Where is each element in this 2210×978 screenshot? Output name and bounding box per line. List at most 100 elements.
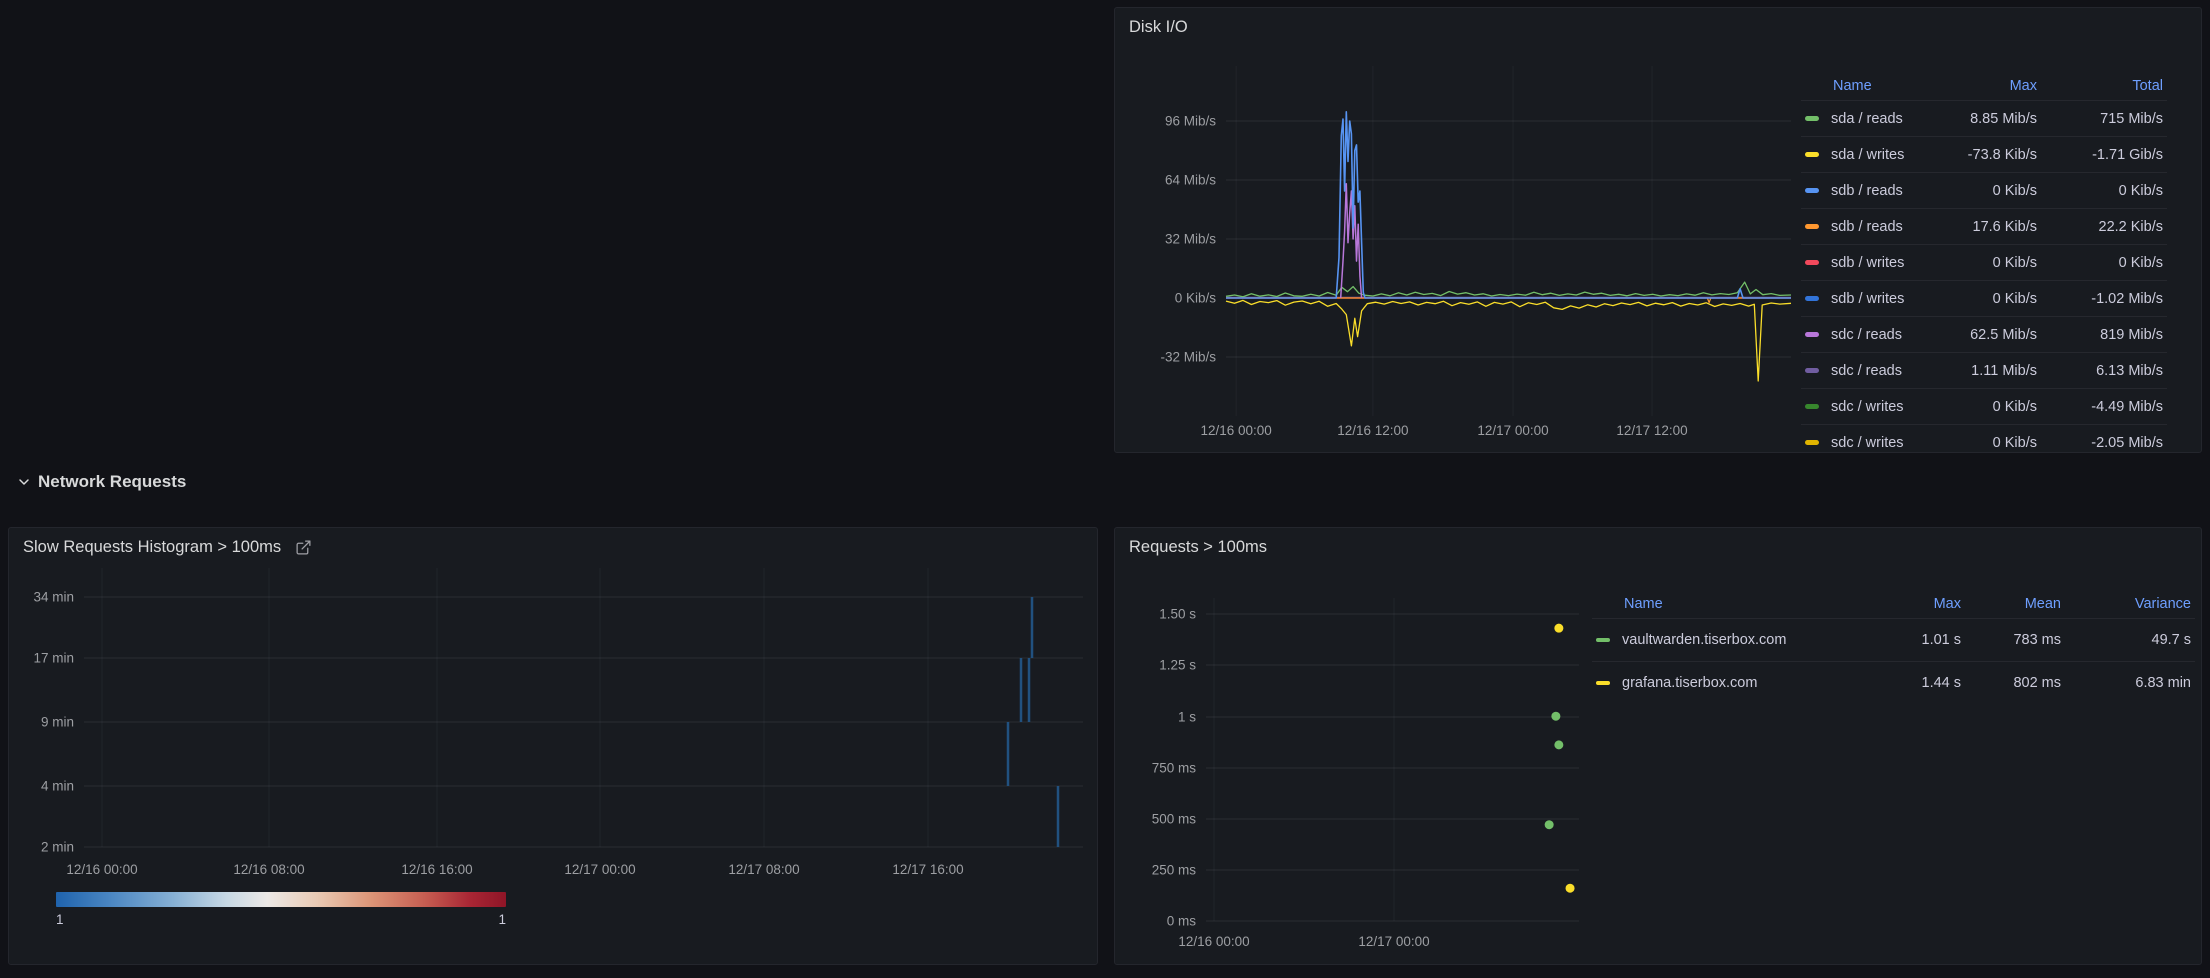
series-name[interactable]: sdb / writes	[1831, 255, 1904, 271]
legend-header-total[interactable]: Total	[2041, 72, 2167, 101]
series-name[interactable]: sdc / reads	[1831, 363, 1902, 379]
external-link-icon[interactable]	[295, 539, 312, 556]
legend-header-variance[interactable]: Variance	[2065, 590, 2195, 619]
panel-disk-io: Disk I/O 12/16 00:00 12/16 12:00 12/17 00:…	[1114, 7, 2202, 453]
panel-title-text: Disk I/O	[1129, 18, 1188, 37]
series-total: 22.2 Kib/s	[2041, 209, 2167, 245]
svg-text:1.25 s: 1.25 s	[1159, 658, 1196, 673]
series-total: -4.49 Mib/s	[2041, 389, 2167, 425]
svg-text:0 Kib/s: 0 Kib/s	[1175, 291, 1217, 306]
dashboard: Disk I/O 12/16 00:00 12/16 12:00 12/17 00:…	[0, 0, 2210, 978]
series-color-swatch	[1805, 116, 1819, 121]
series-name[interactable]: sdb / reads	[1831, 219, 1903, 235]
svg-text:12/17 00:00: 12/17 00:00	[1358, 934, 1429, 949]
series-max: 0 Kib/s	[1941, 173, 2041, 209]
series-color-swatch	[1805, 224, 1819, 229]
svg-text:12/17 00:00: 12/17 00:00	[1477, 423, 1548, 438]
color-scale: 1 1	[56, 892, 506, 927]
panel-slow-requests-histogram: Slow Requests Histogram > 100ms 12/16 00…	[8, 527, 1098, 965]
legend-row[interactable]: sdc / writes 0 Kib/s -2.05 Mib/s	[1801, 425, 2167, 454]
panel-histogram-title[interactable]: Slow Requests Histogram > 100ms	[23, 538, 312, 557]
series-max: 0 Kib/s	[1941, 245, 2041, 281]
series-max: 0 Kib/s	[1941, 281, 2041, 317]
legend-header-mean[interactable]: Mean	[1965, 590, 2065, 619]
legend-header-name[interactable]: Name	[1592, 590, 1870, 619]
color-scale-gradient	[56, 892, 506, 907]
section-network-requests[interactable]: Network Requests	[0, 462, 186, 502]
legend-row[interactable]: grafana.tiserbox.com 1.44 s 802 ms 6.83 …	[1592, 662, 2195, 705]
series-total: 819 Mib/s	[2041, 317, 2167, 353]
svg-text:64 Mib/s: 64 Mib/s	[1165, 172, 1216, 187]
series-total: -2.05 Mib/s	[2041, 425, 2167, 454]
series-name[interactable]: sda / writes	[1831, 147, 1904, 163]
panel-requests: Requests > 100ms 12/16 00:00 12/17 00:00 1…	[1114, 527, 2202, 965]
section-title: Network Requests	[38, 472, 186, 492]
series-max: 0 Kib/s	[1941, 425, 2041, 454]
series-max: 8.85 Mib/s	[1941, 101, 2041, 137]
svg-text:0 ms: 0 ms	[1167, 914, 1197, 929]
series-max: -73.8 Kib/s	[1941, 137, 2041, 173]
legend-row[interactable]: sdb / writes 0 Kib/s 0 Kib/s	[1801, 245, 2167, 281]
svg-text:12/16 00:00: 12/16 00:00	[1178, 934, 1249, 949]
legend-row[interactable]: vaultwarden.tiserbox.com 1.01 s 783 ms 4…	[1592, 619, 2195, 662]
svg-text:12/16 00:00: 12/16 00:00	[1201, 423, 1272, 438]
series-variance: 49.7 s	[2065, 619, 2195, 662]
svg-text:12/16 12:00: 12/16 12:00	[1337, 423, 1408, 438]
series-total: 6.13 Mib/s	[2041, 353, 2167, 389]
series-name[interactable]: vaultwarden.tiserbox.com	[1622, 632, 1786, 648]
series-total: -1.02 Mib/s	[2041, 281, 2167, 317]
svg-text:12/16 16:00: 12/16 16:00	[401, 862, 472, 877]
svg-text:500 ms: 500 ms	[1152, 812, 1197, 827]
svg-text:12/16 00:00: 12/16 00:00	[66, 862, 137, 877]
svg-text:4 min: 4 min	[41, 779, 74, 794]
series-mean: 783 ms	[1965, 619, 2065, 662]
series-max: 1.44 s	[1870, 662, 1965, 705]
legend-row[interactable]: sdc / reads 1.11 Mib/s 6.13 Mib/s	[1801, 353, 2167, 389]
series-name[interactable]: sdc / writes	[1831, 435, 1904, 451]
disk-io-legend: Name Max Total sda / reads 8.85 Mib/s	[1801, 72, 2167, 453]
legend-row[interactable]: sdb / writes 0 Kib/s -1.02 Mib/s	[1801, 281, 2167, 317]
series-variance: 6.83 min	[2065, 662, 2195, 705]
series-color-swatch	[1805, 296, 1819, 301]
svg-text:32 Mib/s: 32 Mib/s	[1165, 231, 1216, 246]
legend-header-max[interactable]: Max	[1870, 590, 1965, 619]
legend-row[interactable]: sda / writes -73.8 Kib/s -1.71 Gib/s	[1801, 137, 2167, 173]
svg-text:12/17 08:00: 12/17 08:00	[728, 862, 799, 877]
series-name[interactable]: sdb / writes	[1831, 291, 1904, 307]
series-total: 715 Mib/s	[2041, 101, 2167, 137]
svg-text:34 min: 34 min	[33, 590, 74, 605]
legend-row[interactable]: sdb / reads 17.6 Kib/s 22.2 Kib/s	[1801, 209, 2167, 245]
series-total: -1.71 Gib/s	[2041, 137, 2167, 173]
legend-row[interactable]: sdb / reads 0 Kib/s 0 Kib/s	[1801, 173, 2167, 209]
series-name[interactable]: sdc / writes	[1831, 399, 1904, 415]
series-max: 1.11 Mib/s	[1941, 353, 2041, 389]
series-color-swatch	[1805, 152, 1819, 157]
svg-text:12/17 00:00: 12/17 00:00	[564, 862, 635, 877]
legend-header-name[interactable]: Name	[1801, 72, 1941, 101]
svg-text:750 ms: 750 ms	[1152, 761, 1197, 776]
svg-text:12/16 08:00: 12/16 08:00	[233, 862, 304, 877]
series-name[interactable]: sdc / reads	[1831, 327, 1902, 343]
panel-disk-io-title[interactable]: Disk I/O	[1129, 18, 1188, 37]
color-scale-max: 1	[498, 912, 506, 927]
series-name[interactable]: grafana.tiserbox.com	[1622, 675, 1757, 691]
series-name[interactable]: sda / reads	[1831, 111, 1903, 127]
legend-row[interactable]: sdc / reads 62.5 Mib/s 819 Mib/s	[1801, 317, 2167, 353]
series-color-swatch	[1596, 681, 1610, 686]
series-color-swatch	[1596, 638, 1610, 643]
legend-row[interactable]: sda / reads 8.85 Mib/s 715 Mib/s	[1801, 101, 2167, 137]
svg-text:1.50 s: 1.50 s	[1159, 607, 1196, 622]
legend-row[interactable]: sdc / writes 0 Kib/s -4.49 Mib/s	[1801, 389, 2167, 425]
panel-title-text: Slow Requests Histogram > 100ms	[23, 538, 281, 557]
series-max: 0 Kib/s	[1941, 389, 2041, 425]
color-scale-min: 1	[56, 912, 64, 927]
chevron-down-icon	[16, 474, 32, 490]
panel-requests-title[interactable]: Requests > 100ms	[1129, 538, 1267, 557]
series-name[interactable]: sdb / reads	[1831, 183, 1903, 199]
svg-text:9 min: 9 min	[41, 715, 74, 730]
legend-header-max[interactable]: Max	[1941, 72, 2041, 101]
svg-text:1 s: 1 s	[1178, 710, 1196, 725]
series-color-swatch	[1805, 404, 1819, 409]
svg-text:17 min: 17 min	[33, 651, 74, 666]
series-total: 0 Kib/s	[2041, 173, 2167, 209]
